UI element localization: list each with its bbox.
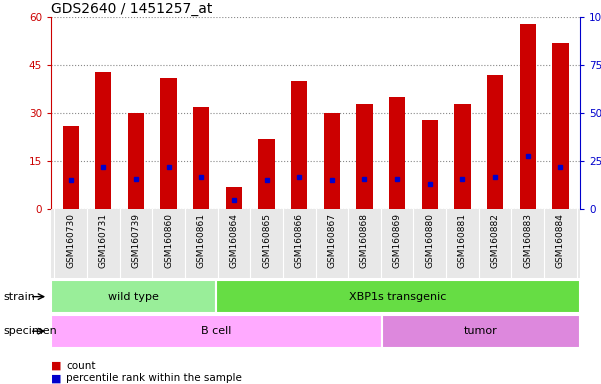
Text: GSM160860: GSM160860: [164, 213, 173, 268]
Bar: [291, 81, 307, 209]
Text: GSM160882: GSM160882: [490, 213, 499, 268]
Bar: [487, 75, 503, 209]
Text: GSM160864: GSM160864: [230, 213, 239, 268]
Text: GSM160739: GSM160739: [132, 213, 141, 268]
Text: ■: ■: [51, 373, 61, 383]
Text: ■: ■: [51, 361, 61, 371]
Text: tumor: tumor: [464, 326, 498, 336]
Bar: [160, 78, 177, 209]
Text: GSM160881: GSM160881: [458, 213, 467, 268]
Bar: [382, 315, 580, 348]
Bar: [51, 315, 382, 348]
Text: GSM160868: GSM160868: [360, 213, 369, 268]
Text: GSM160880: GSM160880: [426, 213, 435, 268]
Text: GSM160861: GSM160861: [197, 213, 206, 268]
Bar: [552, 43, 569, 209]
Bar: [216, 280, 580, 313]
Bar: [226, 187, 242, 209]
Text: GSM160883: GSM160883: [523, 213, 532, 268]
Text: GSM160730: GSM160730: [66, 213, 75, 268]
Text: GDS2640 / 1451257_at: GDS2640 / 1451257_at: [51, 2, 213, 16]
Bar: [95, 72, 111, 209]
Text: strain: strain: [3, 291, 35, 302]
Text: count: count: [66, 361, 96, 371]
Text: GSM160865: GSM160865: [262, 213, 271, 268]
Bar: [520, 24, 536, 209]
Text: GSM160884: GSM160884: [556, 213, 565, 268]
Bar: [356, 104, 373, 209]
Text: GSM160867: GSM160867: [328, 213, 337, 268]
Text: wild type: wild type: [108, 291, 159, 302]
Bar: [128, 113, 144, 209]
Text: GSM160866: GSM160866: [294, 213, 304, 268]
Bar: [324, 113, 340, 209]
Text: XBP1s transgenic: XBP1s transgenic: [349, 291, 447, 302]
Text: B cell: B cell: [201, 326, 231, 336]
Bar: [51, 280, 216, 313]
Text: GSM160731: GSM160731: [99, 213, 108, 268]
Text: GSM160869: GSM160869: [392, 213, 401, 268]
Bar: [454, 104, 471, 209]
Bar: [193, 107, 209, 209]
Bar: [63, 126, 79, 209]
Text: specimen: specimen: [3, 326, 56, 336]
Text: percentile rank within the sample: percentile rank within the sample: [66, 373, 242, 383]
Bar: [389, 97, 405, 209]
Bar: [422, 120, 438, 209]
Bar: [258, 139, 275, 209]
